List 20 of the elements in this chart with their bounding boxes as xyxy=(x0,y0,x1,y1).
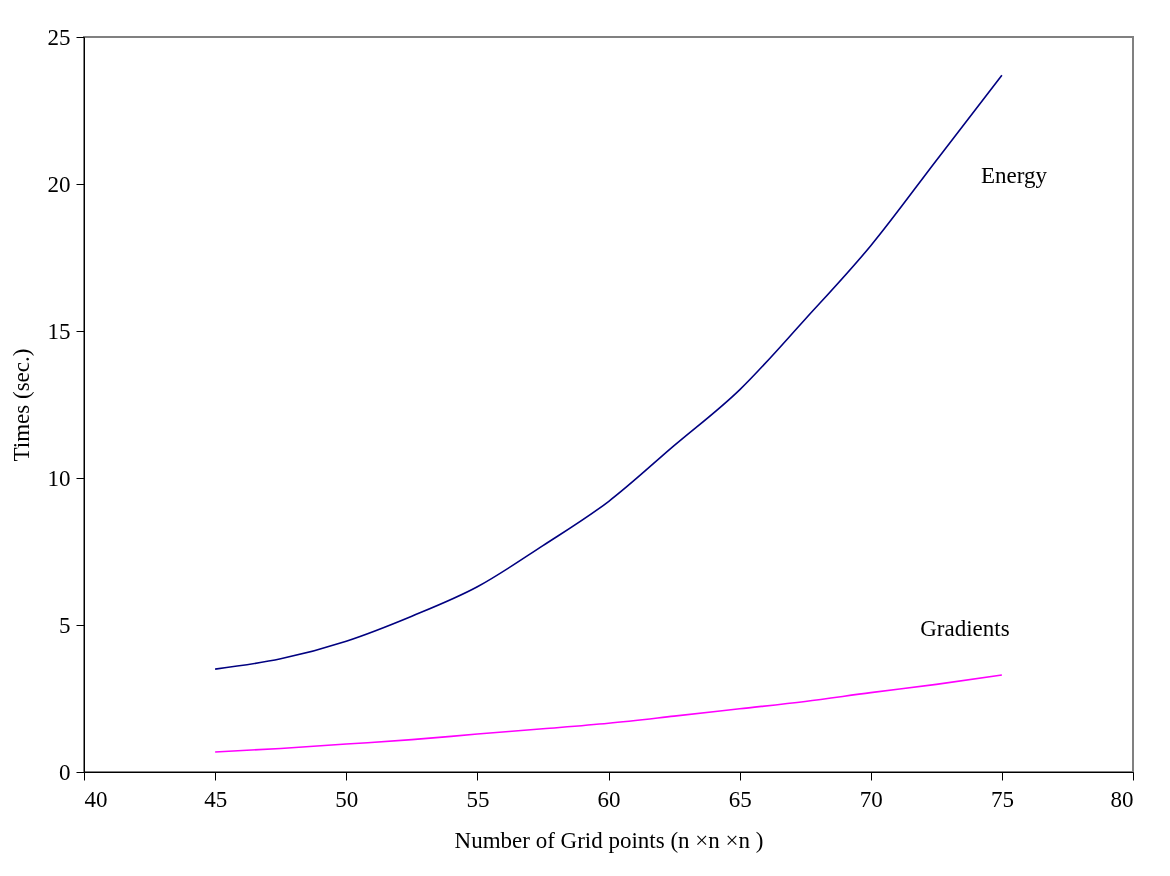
x-tick-label: 80 xyxy=(1110,786,1134,812)
x-tick-label: 45 xyxy=(204,786,228,812)
x-tick-label: 65 xyxy=(728,786,752,812)
x-tick-label: 50 xyxy=(335,786,359,812)
x-tick-label: 70 xyxy=(859,786,883,812)
y-tick-label: 15 xyxy=(47,318,71,344)
y-tick-label: 25 xyxy=(47,24,71,50)
x-tick-label: 75 xyxy=(990,786,1014,812)
x-tick-label: 60 xyxy=(597,786,621,812)
x-tick-label: 40 xyxy=(84,786,108,812)
y-tick-label: 20 xyxy=(47,171,71,197)
x-tick-label: 55 xyxy=(466,786,490,812)
y-tick-label: 0 xyxy=(59,759,71,785)
y-tick-label: 10 xyxy=(47,465,71,491)
line-series xyxy=(214,674,1003,753)
series-label: Gradients xyxy=(920,615,1010,641)
y-tick-label: 5 xyxy=(59,612,71,638)
x-axis-title: Number of Grid points (n ×n ×n ) xyxy=(454,827,764,853)
y-axis-title: Times (sec.) xyxy=(8,348,34,462)
series-label: Energy xyxy=(980,163,1048,189)
